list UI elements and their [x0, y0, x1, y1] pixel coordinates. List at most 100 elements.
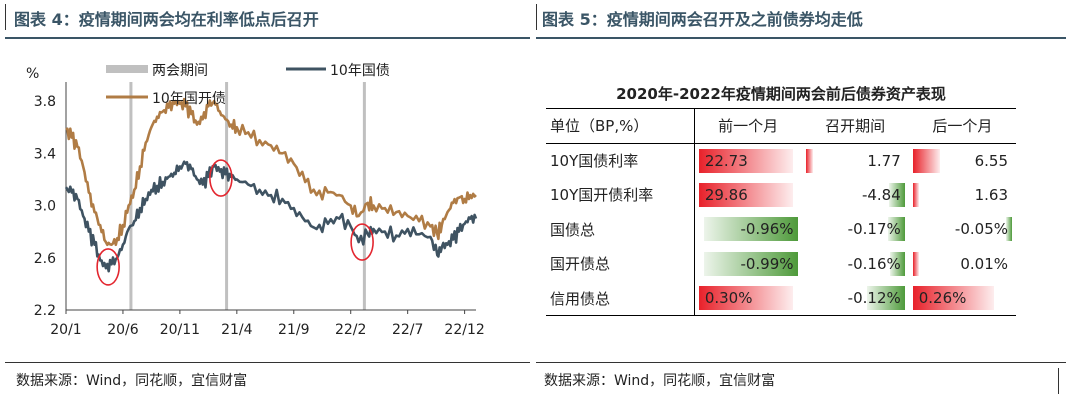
cell-value: -0.17% — [847, 220, 901, 239]
cell-box: -0.99% — [699, 250, 798, 278]
negative-bar — [703, 251, 798, 276]
left-title-rule — [5, 37, 530, 39]
x-tick-label: 22/7 — [392, 322, 423, 338]
right-bottom-rule — [536, 362, 1066, 363]
right-source-bar — [1058, 368, 1059, 394]
cell-box: -0.05% — [913, 215, 1012, 243]
legend-label-cdb: 10年国开债 — [152, 91, 226, 107]
cell-value: 0.01% — [960, 254, 1008, 273]
cell-value: -4.84 — [861, 185, 901, 204]
cell-value: -0.12% — [847, 289, 901, 307]
cell-value: 0.26% — [918, 289, 967, 307]
cell-box: 0.01% — [912, 250, 1012, 278]
cell-box: -0.12% — [806, 284, 905, 312]
cell-box: -0.96% — [699, 215, 798, 243]
negative-bar — [888, 217, 905, 242]
low-point-circle — [209, 159, 233, 197]
legend: 两会期间 10年国债 10年国开债 — [106, 63, 390, 107]
right-title-rule — [536, 37, 1066, 39]
cell-box: 0.26% — [912, 284, 1012, 312]
cell-box: 22.73 — [698, 147, 798, 175]
cell-box: 1.63 — [912, 181, 1012, 209]
row-label: 信用债总 — [546, 281, 695, 316]
cell-value: -0.99% — [740, 254, 794, 273]
table-cell: -0.96% — [694, 212, 801, 247]
positive-bar — [912, 148, 940, 173]
row-label: 国债总 — [546, 212, 695, 247]
negative-bar — [889, 182, 905, 207]
negative-bar — [889, 251, 905, 276]
cell-value: 6.55 — [974, 151, 1008, 170]
x-tick-label: 20/1 — [50, 322, 81, 338]
cell-value: 29.86 — [704, 185, 748, 204]
x-tick-label: 20/11 — [160, 322, 200, 338]
panel-divider — [536, 4, 537, 30]
table-cell: 1.77 — [802, 143, 909, 178]
session-bands — [129, 82, 366, 310]
cell-value: -0.05% — [954, 220, 1008, 239]
x-tick-label: 21/9 — [278, 322, 309, 338]
right-source: 数据来源：Wind，同花顺，宜信财富 — [544, 373, 776, 389]
table-header-row: 单位（BP,%） 前一个月 召开期间 后一个月 — [546, 108, 1016, 144]
column-header: 召开期间 — [801, 108, 909, 144]
legend-label-session: 两会期间 — [152, 63, 208, 79]
positive-bar — [912, 286, 995, 310]
series-lines — [64, 97, 478, 273]
cell-box: -0.16% — [806, 250, 905, 278]
table-cell: -0.17% — [802, 212, 909, 247]
table-cell: -0.05% — [909, 212, 1016, 247]
x-tick-label: 22/12 — [444, 322, 484, 338]
row-label: 国开债总 — [546, 246, 695, 281]
bond-yield-line-chart: 3.8 3.4 3.0 2.6 2.2 20/1 20/6 20/11 21/4 21/9 22/… — [26, 63, 485, 338]
table-cell: 29.86 — [694, 178, 801, 213]
table-cell: 0.01% — [909, 247, 1016, 282]
positive-bar — [698, 182, 793, 207]
low-point-circle — [350, 223, 374, 261]
series-line-cdb — [65, 97, 477, 247]
row-label: 10Y国开债利率 — [546, 177, 695, 212]
left-panel: 图表 4：疫情期间两会均在利率低点后召开 3.8 3.4 3.0 2.6 2.2 20/… — [0, 0, 536, 402]
table-title: 2020年-2022年疫情期间两会前后债券资产表现 — [616, 85, 946, 103]
table-cell: 0.30% — [694, 281, 802, 316]
left-source: 数据来源：Wind，同花顺，宜信财富 — [16, 373, 248, 389]
cell-box: -0.17% — [806, 215, 905, 243]
cell-box: 0.30% — [698, 284, 798, 312]
title-accent-bar — [5, 4, 6, 30]
table-row: 国债总 -0.96% -0.17% -0.05% — [546, 212, 1016, 247]
positive-bar — [698, 286, 793, 310]
cell-box: 6.55 — [912, 147, 1012, 175]
x-tick-label: 21/4 — [221, 322, 253, 338]
table-row: 国开债总 -0.99% -0.16% 0.01% — [546, 246, 1016, 282]
table-row: 10Y国债利率 22.73 1.77 6.55 — [546, 143, 1016, 178]
cell-box: -4.84 — [806, 181, 905, 209]
table-cell: 1.63 — [909, 178, 1016, 213]
left-bottom-rule — [5, 362, 530, 363]
positive-bar — [805, 148, 813, 173]
left-panel-title: 图表 4：疫情期间两会均在利率低点后召开 — [14, 10, 319, 29]
cell-value: -0.96% — [740, 220, 794, 239]
negative-bar — [867, 286, 905, 310]
bond-performance-table: 2020年-2022年疫情期间两会前后债券资产表现 单位（BP,%） 前一个月 … — [546, 80, 1066, 316]
table-row: 10Y国开债利率 29.86 -4.84 1.63 — [546, 177, 1016, 213]
table-row: 信用债总 0.30% -0.12% 0.26% — [546, 281, 1016, 316]
cell-value: 1.77 — [867, 151, 901, 170]
cell-value: 22.73 — [704, 151, 748, 170]
cell-value: 0.30% — [704, 289, 753, 307]
column-header: 后一个月 — [908, 108, 1016, 144]
series-line-gov — [64, 160, 478, 273]
x-tick-label: 22/2 — [335, 322, 366, 338]
table-cell: -0.99% — [694, 247, 801, 282]
negative-bar — [703, 217, 798, 242]
y-tick-label: 3.4 — [34, 146, 56, 162]
low-point-annotations — [96, 159, 374, 286]
right-panel: 图表 5：疫情期间两会召开及之前债券均走低 数据来源：Wind，同花顺，宜信财富 — [536, 0, 1080, 402]
legend-label-gov: 10年国债 — [330, 63, 390, 79]
table-cell: 6.55 — [909, 143, 1016, 178]
low-point-circle — [96, 248, 120, 286]
y-axis: 3.8 3.4 3.0 2.6 2.2 — [34, 82, 67, 319]
session-band — [225, 82, 229, 310]
x-tick-label: 20/6 — [107, 322, 139, 338]
session-band — [362, 82, 366, 310]
right-panel-title: 图表 5：疫情期间两会召开及之前债券均走低 — [542, 10, 863, 29]
table-cell: -0.16% — [802, 247, 909, 282]
